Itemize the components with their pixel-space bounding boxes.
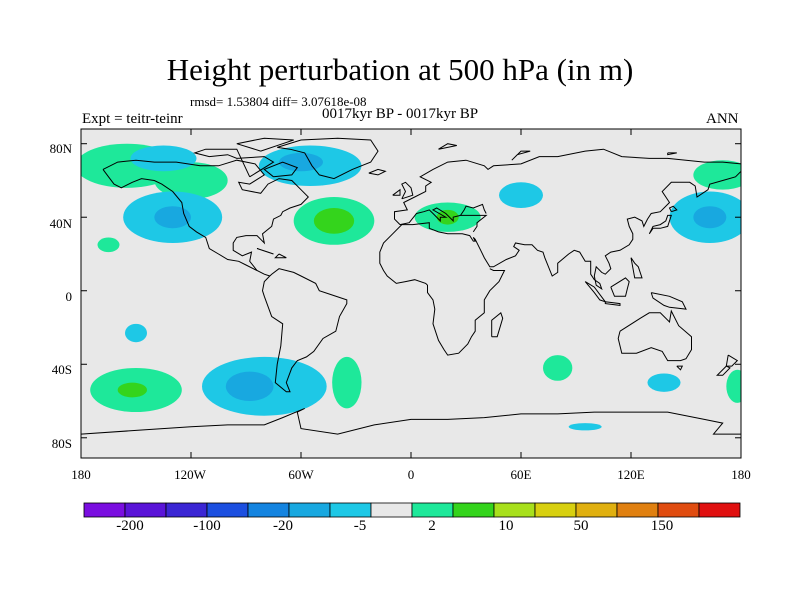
colorbar-box: [247, 502, 290, 518]
colorbar-label: 50: [573, 518, 589, 534]
colorbar-box: [165, 502, 208, 518]
lon-tick-label: 120W: [174, 467, 206, 482]
colorbar-box: [288, 502, 331, 518]
anomaly-region: [125, 323, 147, 343]
colorbar-label: 150: [650, 518, 674, 534]
map-content: [81, 137, 741, 435]
anomaly-region: [130, 145, 197, 172]
coastline: [368, 168, 387, 176]
lat-tick-label: 40S: [51, 362, 72, 377]
lat-tick-label: 80S: [51, 436, 72, 451]
period-label: 0017kyr BP - 0017kyr BP: [322, 106, 479, 122]
anomaly-region: [726, 369, 741, 403]
stats-label: rmsd= 1.53804 diff= 3.07618e-08: [190, 94, 367, 109]
coastline: [491, 311, 504, 338]
colorbar-box: [575, 502, 618, 518]
colorbar-box: [452, 502, 495, 518]
coastline: [274, 253, 287, 259]
coastline: [102, 169, 258, 271]
anomaly-region: [568, 423, 602, 431]
anomaly-region: [693, 206, 727, 229]
coastline: [392, 188, 401, 196]
experiment-label: Expt = teitr-teinr: [82, 111, 183, 127]
anomaly-region: [117, 382, 147, 398]
season-label: ANN: [706, 111, 739, 127]
coastline: [379, 170, 741, 356]
anomaly-region: [693, 160, 741, 190]
coastline: [725, 354, 739, 367]
coastline: [676, 365, 684, 371]
colorbar-box: [493, 502, 536, 518]
coastline: [394, 148, 741, 225]
lon-tick-label: 180: [731, 467, 751, 482]
anomaly-region: [97, 237, 120, 253]
coastline: [102, 159, 348, 393]
colorbar-box: [329, 502, 372, 518]
anomaly-region: [543, 355, 573, 381]
coastline: [667, 152, 677, 156]
lon-tick-label: 60W: [288, 467, 314, 482]
colorbar-box: [534, 502, 577, 518]
anomaly-region: [499, 182, 543, 209]
colorbar-box: [206, 502, 249, 518]
coastline: [511, 150, 531, 161]
colorbar-box: [657, 502, 700, 518]
anomaly-region: [225, 371, 274, 402]
coastline: [399, 207, 488, 233]
coastline: [438, 143, 457, 150]
coastline: [81, 407, 741, 435]
anomaly-region: [647, 373, 681, 392]
coastline: [277, 137, 379, 180]
colorbar-label: -100: [193, 518, 221, 534]
coastline: [668, 205, 678, 213]
colorbar-label: -5: [353, 518, 367, 534]
colorbar-box: [616, 502, 659, 518]
coastline: [604, 301, 621, 306]
colorbar-box: [83, 502, 126, 518]
anomaly-region: [313, 208, 355, 234]
colorbar-label: -200: [116, 518, 144, 534]
colorbar-box: [370, 502, 413, 518]
coastline: [256, 248, 274, 255]
coastline: [630, 257, 643, 279]
coastline: [584, 281, 607, 303]
coastline: [617, 309, 692, 362]
coastline: [460, 203, 487, 216]
coastline: [650, 292, 687, 310]
lat-tick-label: 0: [65, 289, 73, 304]
lon-tick-label: 180: [71, 467, 91, 482]
lon-tick-label: 60E: [510, 467, 532, 482]
anomaly-region: [154, 162, 228, 199]
lat-tick-label: 40N: [49, 216, 72, 231]
colorbar-box: [124, 502, 167, 518]
colorbar-label: 2: [428, 518, 436, 534]
lon-tick-label: 120E: [617, 467, 645, 482]
lat-tick-label: 80N: [49, 141, 72, 156]
colorbar-box: [411, 502, 454, 518]
colorbar-box: [698, 502, 741, 518]
coastline: [192, 148, 275, 178]
coastline: [236, 137, 294, 152]
colorbar-label: -20: [273, 518, 293, 534]
coastline: [401, 181, 414, 200]
chart-title: Height perturbation at 500 hPa (in m): [166, 52, 634, 87]
colorbar-label: 10: [498, 518, 514, 534]
anomaly-region: [332, 356, 362, 409]
coastline: [648, 214, 672, 235]
lon-tick-label: 0: [407, 467, 415, 482]
coastline: [610, 277, 630, 297]
coastline: [263, 161, 299, 178]
coastline: [716, 365, 731, 376]
anomaly-region: [279, 152, 323, 172]
anomaly-region: [154, 206, 192, 229]
